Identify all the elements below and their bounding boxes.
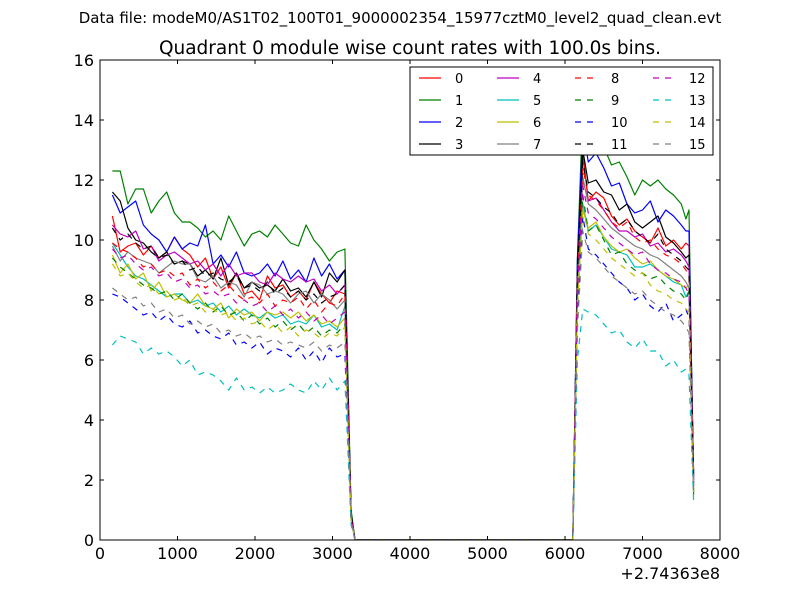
y-tick-label: 6: [84, 351, 94, 370]
series-line-9: [111, 194, 695, 540]
series-line-4: [111, 179, 695, 540]
axis-ticks: 0 1000 2000 3000 4000 5000 6000 7000 80000246810…: [74, 51, 741, 563]
x-tick-label: 3000: [312, 544, 353, 563]
legend-label-15: 15: [689, 138, 706, 153]
series-line-1: [112, 107, 695, 540]
x-axis-offset-label: +2.74363e8: [620, 564, 720, 583]
series-line-3: [111, 149, 695, 540]
y-tick-label: 16: [74, 51, 94, 70]
x-tick-label: 0: [95, 544, 105, 563]
x-tick-label: 2000: [235, 544, 276, 563]
legend-label-2: 2: [455, 116, 463, 131]
legend-label-8: 8: [611, 72, 619, 87]
legend-label-0: 0: [455, 72, 463, 87]
series-layer: [111, 107, 695, 540]
legend-label-6: 6: [533, 116, 541, 131]
legend-label-12: 12: [689, 72, 706, 87]
y-tick-label: 8: [84, 291, 94, 310]
y-tick-label: 4: [84, 411, 94, 430]
legend-label-11: 11: [611, 138, 628, 153]
series-line-2: [111, 128, 695, 540]
series-line-15: [112, 230, 695, 540]
y-tick-label: 2: [84, 471, 94, 490]
chart-suptitle: Data file: modeM0/AS1T02_100T01_90000023…: [79, 9, 722, 28]
legend-box: [409, 66, 714, 156]
series-line-7: [111, 176, 695, 540]
x-tick-label: 6000: [545, 544, 586, 563]
x-tick-label: 5000: [467, 544, 508, 563]
y-tick-label: 10: [74, 231, 94, 250]
series-line-11: [111, 161, 695, 540]
x-tick-label: 1000: [157, 544, 198, 563]
legend-label-7: 7: [533, 138, 541, 153]
series-line-13: [111, 308, 695, 540]
series-line-12: [111, 185, 695, 540]
x-tick-label: 8000: [700, 544, 741, 563]
legend-label-10: 10: [611, 116, 628, 131]
x-tick-label: 4000: [390, 544, 431, 563]
chart-title: Quadrant 0 module wise count rates with …: [159, 38, 661, 59]
legend-label-13: 13: [689, 94, 706, 109]
x-tick-label: 7000: [622, 544, 663, 563]
y-tick-label: 12: [74, 171, 94, 190]
series-line-8: [112, 167, 695, 540]
legend-label-3: 3: [455, 138, 463, 153]
y-tick-label: 0: [84, 531, 94, 550]
y-tick-label: 14: [74, 111, 94, 130]
legend-label-14: 14: [689, 116, 706, 131]
legend-label-1: 1: [455, 94, 463, 109]
series-line-10: [112, 215, 695, 540]
series-line-6: [111, 209, 695, 540]
legend-label-5: 5: [533, 94, 541, 109]
legend-label-9: 9: [611, 94, 619, 109]
legend-label-4: 4: [533, 72, 541, 87]
